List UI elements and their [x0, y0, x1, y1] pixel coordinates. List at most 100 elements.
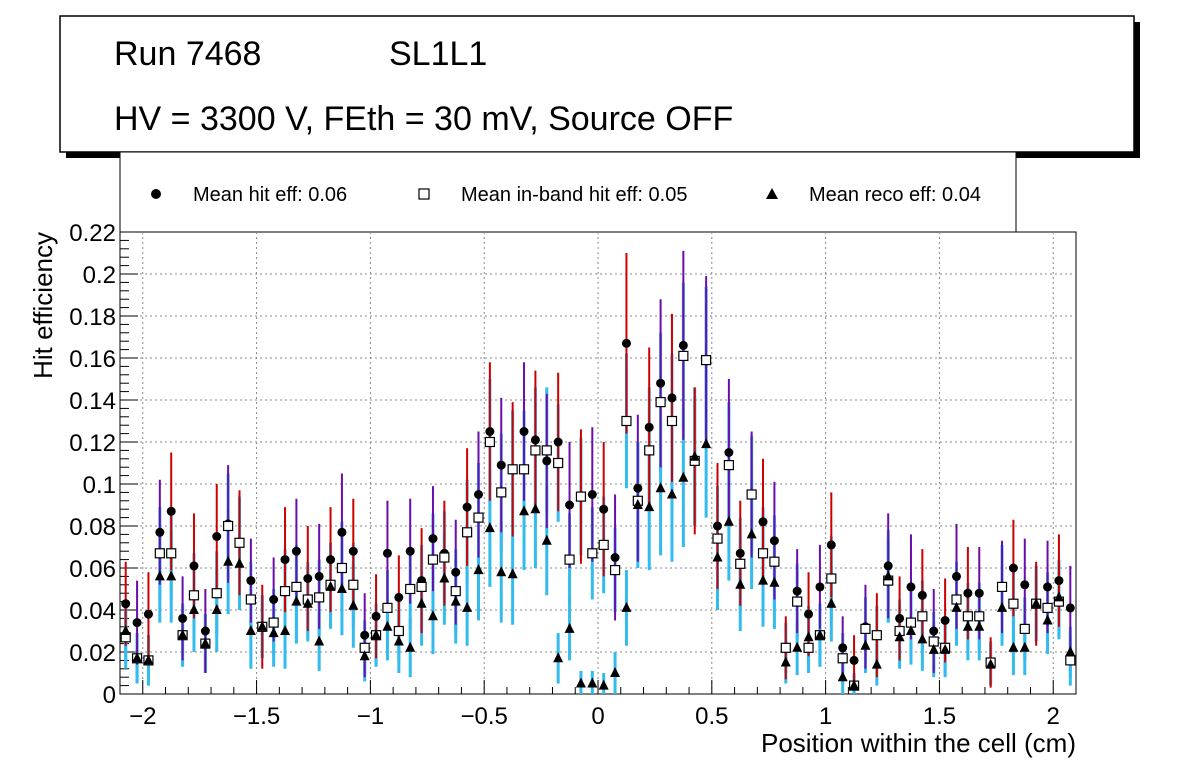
reco-eff-point — [871, 658, 882, 669]
inband-eff-point — [484, 436, 495, 448]
x-axis-title: Position within the cell (cm) — [761, 728, 1076, 758]
inband-eff-point — [575, 491, 587, 502]
reco-eff-point — [541, 534, 552, 545]
inband-eff-point — [655, 397, 666, 408]
legend-inband-label: Mean in-band hit eff: 0.05 — [461, 184, 687, 206]
reco-eff-point — [245, 625, 256, 635]
hit-eff-point — [769, 536, 779, 546]
hit-eff-point — [303, 574, 313, 583]
y-tick-label: 0.22 — [69, 220, 116, 247]
inband-eff-point — [416, 581, 427, 593]
inband-eff-point — [598, 539, 609, 551]
reco-eff-point — [200, 637, 211, 648]
reco-eff-point — [962, 620, 973, 631]
hit-eff-point — [360, 630, 370, 640]
hit-eff-point — [269, 595, 279, 604]
reco-eff-point — [223, 555, 234, 566]
hit-eff-point — [451, 567, 461, 577]
hit-eff-point — [633, 483, 643, 493]
hit-eff-point — [121, 599, 131, 609]
axis-ticks — [119, 231, 1077, 695]
reco-eff-point — [234, 557, 245, 568]
reco-eff-point — [883, 570, 894, 581]
y-tick-label: 0.14 — [69, 388, 116, 415]
reco-eff-point — [894, 631, 905, 642]
hit-eff-point — [974, 588, 984, 598]
hit-eff-point — [382, 548, 392, 558]
hit-eff-point — [929, 626, 939, 636]
reco-eff-point — [666, 488, 677, 499]
inband-eff-point — [154, 548, 165, 559]
inband-eff-point — [769, 556, 780, 567]
x-tick-label: 0.5 — [695, 703, 728, 730]
inband-eff-point — [530, 445, 541, 456]
inband-eff-point — [166, 548, 177, 559]
hit-eff-point — [371, 611, 381, 621]
hit-eff-point — [906, 582, 916, 592]
reco-eff-point — [951, 601, 962, 612]
inband-eff-point — [348, 579, 359, 590]
inband-eff-point — [644, 445, 655, 456]
x-tick-label: 0 — [591, 703, 604, 730]
reco-eff-point — [1042, 614, 1053, 625]
reco-eff-point — [382, 620, 393, 631]
reco-eff-point — [325, 580, 336, 591]
hit-eff-point — [496, 460, 506, 470]
inband-eff-point — [792, 596, 803, 607]
hit-eff-point — [644, 422, 654, 432]
reco-eff-point — [371, 629, 382, 640]
reco-eff-point — [917, 633, 928, 644]
reco-eff-point — [393, 635, 404, 646]
axis-tick-labels: −2 −1.5 −1 −0.5 0 0.5 1 1.5 2 0 0.02 0.04 0.06 0.08 0.… — [69, 220, 1060, 730]
hit-eff-point — [200, 626, 210, 636]
hit-eff-point — [155, 527, 165, 537]
hit-eff-point — [724, 448, 734, 457]
reco-eff-point — [484, 522, 495, 533]
inband-eff-point — [974, 611, 985, 622]
inband-eff-point — [803, 642, 814, 653]
hit-eff-point — [963, 588, 973, 598]
reco-eff-point — [985, 658, 996, 669]
x-tick-label: 1.5 — [923, 703, 956, 730]
reco-eff-point — [780, 656, 791, 667]
inband-eff-point — [291, 581, 302, 593]
inband-eff-point — [962, 611, 973, 622]
reco-eff-point — [280, 625, 291, 635]
reco-eff-point — [291, 595, 302, 606]
reco-eff-point — [416, 597, 427, 608]
inband-eff-point — [268, 617, 279, 628]
reco-eff-point — [905, 625, 916, 635]
reco-eff-point — [610, 667, 621, 677]
hit-eff-point — [291, 546, 301, 556]
hit-eff-point — [599, 504, 609, 514]
inband-eff-point — [712, 533, 723, 544]
y-tick-label: 0.08 — [69, 514, 116, 541]
reco-eff-point — [575, 677, 586, 688]
reco-eff-point — [758, 574, 769, 585]
reco-eff-point — [735, 578, 746, 589]
grid — [120, 232, 1076, 694]
hit-eff-point — [280, 555, 290, 565]
hit-eff-point — [667, 393, 677, 403]
reco-eff-point — [519, 505, 530, 516]
reco-eff-point — [268, 627, 279, 638]
hit-eff-point — [212, 532, 222, 541]
y-tick-label: 0.06 — [69, 556, 116, 583]
inband-eff-point — [701, 355, 712, 366]
hit-eff-point — [405, 546, 415, 556]
inband-eff-point — [336, 562, 348, 574]
reco-eff-point — [564, 622, 575, 633]
layer-label: SL1L1 — [389, 35, 487, 73]
inband-eff-point — [826, 573, 837, 584]
reco-eff-point — [439, 572, 450, 583]
data-markers — [120, 338, 1076, 691]
inband-eff-point — [678, 350, 689, 361]
reco-eff-point — [530, 503, 541, 514]
x-tick-label: 2 — [1047, 703, 1060, 730]
reco-eff-point — [132, 652, 143, 663]
hit-eff-point — [804, 609, 814, 619]
reco-eff-point — [405, 641, 416, 652]
inband-eff-point — [564, 554, 575, 565]
hit-eff-point — [189, 561, 199, 571]
inband-eff-point — [587, 548, 598, 559]
